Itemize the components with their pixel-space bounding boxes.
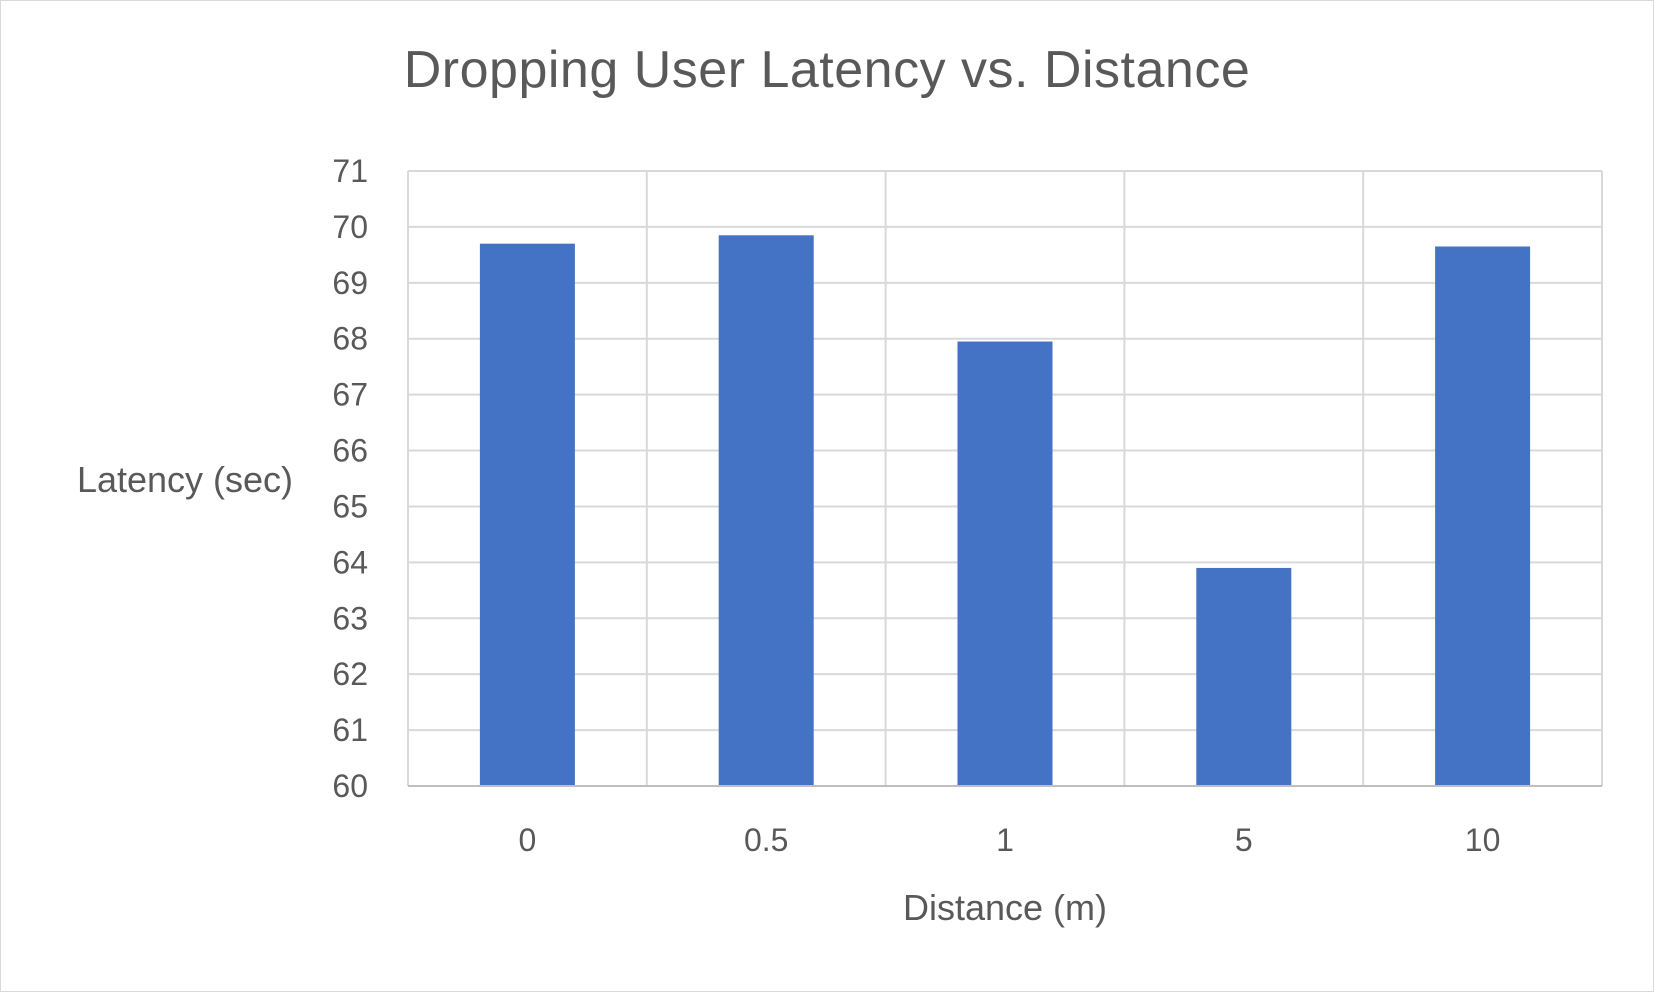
y-tick-label: 68 [332,321,368,357]
x-tick-label: 5 [1235,822,1253,858]
y-tick-label: 62 [332,656,368,692]
x-tick-label: 0.5 [744,822,788,858]
y-tick-label: 71 [332,153,368,189]
x-tick-label: 10 [1465,822,1501,858]
y-axis-title: Latency (sec) [77,459,293,500]
y-tick-label: 64 [332,544,368,580]
x-tick-label: 1 [996,822,1014,858]
y-tick-labels: 60 61 62 63 64 65 66 67 68 69 70 71 [332,153,368,804]
y-tick-label: 65 [332,488,368,524]
x-tick-label: 0 [519,822,537,858]
y-tick-label: 69 [332,265,368,301]
bars [479,235,1531,786]
bar [1435,246,1531,786]
bar [479,243,575,786]
chart-title: Dropping User Latency vs. Distance [403,41,1251,99]
x-axis-title: Distance (m) [903,887,1107,928]
y-tick-label: 63 [332,600,368,636]
y-tick-label: 67 [332,377,368,413]
y-tick-label: 61 [332,712,368,748]
bar [718,235,814,786]
y-tick-label: 70 [332,209,368,245]
y-tick-label: 60 [332,768,368,804]
bar [957,341,1053,786]
y-tick-label: 66 [332,433,368,469]
bar [1196,567,1292,786]
x-tick-labels: 0 0.5 1 5 10 [519,822,1501,858]
